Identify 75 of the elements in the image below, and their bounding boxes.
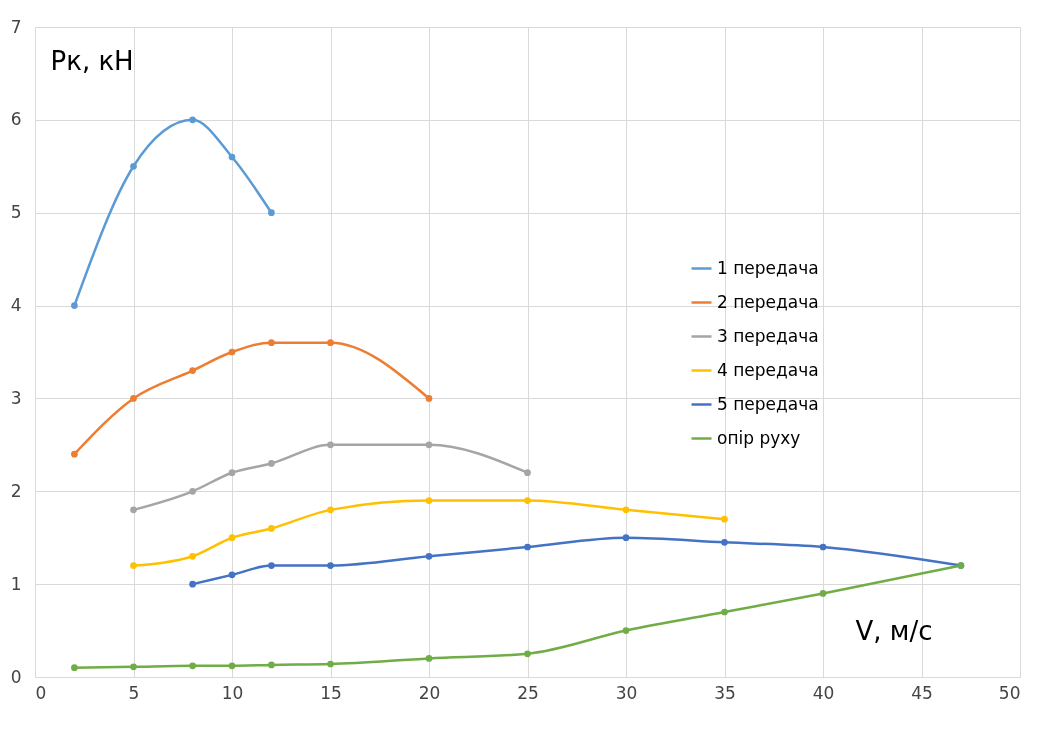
point bbox=[268, 209, 275, 217]
x-tick-label: 40 bbox=[812, 682, 835, 703]
point bbox=[228, 348, 236, 356]
x-tick-label: 35 bbox=[714, 682, 736, 703]
point bbox=[819, 543, 827, 551]
y-axis-title: Рк, кН bbox=[50, 45, 134, 76]
legend-label: опір руху bbox=[717, 427, 801, 448]
legend-label: 4 передача bbox=[717, 359, 819, 380]
point bbox=[622, 627, 630, 634]
point bbox=[524, 543, 531, 551]
y-tick-label: 0 bbox=[10, 666, 22, 687]
x-tick-label: 10 bbox=[221, 682, 244, 703]
point bbox=[622, 534, 630, 542]
point bbox=[189, 552, 196, 560]
x-tick-label: 20 bbox=[418, 682, 441, 703]
point bbox=[327, 339, 334, 347]
point bbox=[327, 660, 334, 668]
point bbox=[721, 608, 728, 616]
point bbox=[425, 395, 433, 402]
legend-label: 5 передача bbox=[717, 393, 819, 414]
x-axis-title: V, м/с bbox=[855, 615, 933, 646]
point bbox=[425, 497, 433, 504]
point bbox=[71, 302, 78, 309]
point bbox=[189, 580, 196, 588]
legend-label: 2 передача bbox=[717, 291, 819, 312]
point bbox=[268, 525, 275, 532]
point bbox=[327, 506, 334, 514]
point bbox=[228, 534, 236, 542]
x-tick-label: 5 bbox=[128, 682, 140, 703]
point bbox=[189, 662, 196, 670]
point bbox=[268, 339, 275, 347]
point bbox=[268, 562, 275, 569]
y-tick-label: 7 bbox=[10, 16, 22, 37]
point bbox=[819, 590, 827, 597]
y-tick-label: 2 bbox=[10, 480, 22, 501]
x-tick-label: 15 bbox=[320, 682, 342, 703]
point bbox=[721, 539, 728, 546]
legend-label: 1 передача bbox=[717, 257, 819, 278]
x-tick-label: 0 bbox=[35, 682, 47, 703]
point bbox=[189, 367, 196, 374]
point bbox=[327, 562, 334, 569]
point bbox=[130, 663, 137, 671]
point bbox=[425, 655, 433, 662]
point bbox=[425, 552, 433, 560]
point bbox=[268, 661, 275, 669]
y-tick-label: 4 bbox=[10, 295, 22, 316]
point bbox=[130, 562, 137, 569]
y-tick-label: 5 bbox=[10, 202, 22, 223]
x-tick-label: 50 bbox=[998, 682, 1021, 703]
point bbox=[327, 441, 334, 449]
point bbox=[228, 153, 236, 161]
point bbox=[189, 487, 196, 495]
point bbox=[268, 460, 275, 467]
point bbox=[130, 395, 137, 402]
x-tick-label: 25 bbox=[517, 682, 539, 703]
point bbox=[71, 450, 78, 458]
point bbox=[228, 571, 236, 579]
point bbox=[71, 664, 78, 672]
point bbox=[524, 469, 531, 477]
point bbox=[425, 441, 433, 449]
point bbox=[622, 506, 630, 514]
point bbox=[130, 506, 137, 514]
point bbox=[228, 469, 236, 477]
point bbox=[524, 650, 531, 658]
point bbox=[189, 116, 196, 124]
x-tick-label: 30 bbox=[615, 682, 638, 703]
point bbox=[130, 162, 137, 170]
point bbox=[524, 497, 531, 504]
y-tick-label: 6 bbox=[10, 109, 22, 130]
y-tick-label: 3 bbox=[10, 387, 22, 408]
legend-label: 3 передача bbox=[717, 325, 819, 346]
x-tick-label: 45 bbox=[911, 682, 933, 703]
y-tick-label: 1 bbox=[10, 573, 22, 594]
point bbox=[721, 515, 728, 523]
point bbox=[228, 662, 236, 670]
